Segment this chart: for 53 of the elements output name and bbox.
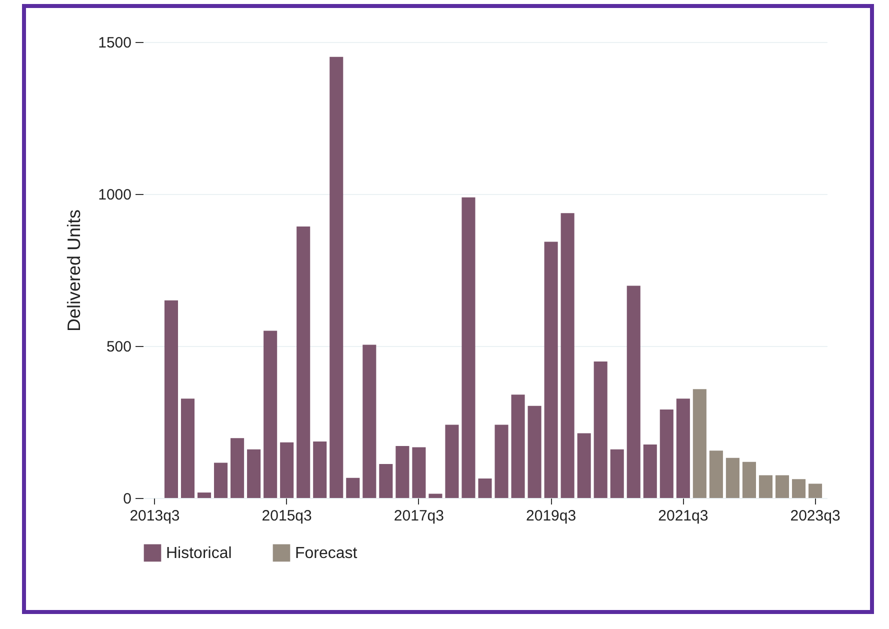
bar — [494, 424, 508, 498]
bar — [230, 438, 244, 498]
bar — [528, 406, 542, 498]
bar — [758, 475, 773, 498]
bar — [462, 197, 476, 498]
bar — [709, 450, 723, 498]
bar — [379, 464, 393, 498]
bar — [313, 441, 327, 498]
x-tick-label: 2019q3 — [526, 508, 576, 524]
bar — [346, 478, 360, 498]
bar — [511, 394, 525, 498]
bar — [742, 462, 756, 498]
x-tick-label: 2017q3 — [394, 508, 444, 524]
bar — [808, 484, 822, 498]
bar — [660, 410, 674, 498]
y-axis-title: Delivered Units — [64, 209, 84, 332]
bar — [560, 213, 574, 498]
bar — [412, 447, 426, 498]
bar — [264, 330, 278, 498]
x-tick-label: 2015q3 — [262, 508, 312, 524]
bar — [180, 398, 195, 498]
bar — [396, 446, 410, 498]
y-tick-label: 1000 — [98, 186, 132, 204]
x-tick-label: 2021q3 — [658, 508, 708, 524]
y-tick-label: 500 — [106, 338, 132, 356]
bar — [164, 300, 178, 498]
bar — [214, 462, 228, 498]
bar — [676, 398, 690, 498]
x-tick-label: 2013q3 — [130, 508, 180, 524]
bar — [726, 458, 740, 498]
bar — [792, 479, 806, 498]
bar — [544, 242, 558, 498]
x-tick-label: 2023q3 — [790, 508, 840, 524]
bar — [692, 389, 706, 498]
bar — [362, 344, 376, 498]
y-tick-label: 0 — [123, 490, 132, 508]
bar — [197, 492, 212, 498]
bar — [610, 449, 624, 498]
bar — [428, 494, 442, 498]
legend-label: Historical — [166, 544, 232, 562]
bar — [445, 424, 459, 498]
bar — [478, 478, 492, 498]
bar — [594, 362, 608, 498]
bar — [247, 449, 261, 498]
bar — [775, 475, 790, 498]
y-tick-label: 1500 — [98, 34, 132, 52]
bar — [626, 286, 640, 498]
bar — [280, 442, 294, 498]
bar — [330, 56, 344, 498]
bar — [577, 433, 591, 498]
bar — [296, 226, 310, 498]
bar — [643, 444, 657, 498]
legend-label: Forecast — [295, 544, 358, 562]
